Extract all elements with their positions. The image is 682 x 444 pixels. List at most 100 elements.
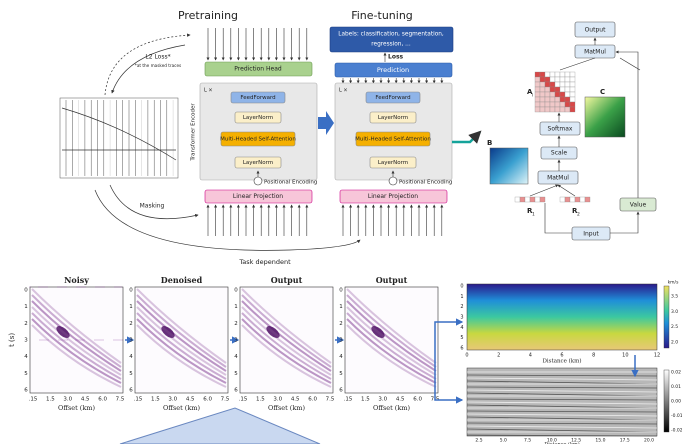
colorbar [664,370,669,432]
cell [550,107,555,112]
y-tick-label: 5 [129,371,133,377]
y-tick-label: 0 [24,288,28,294]
x-tick-label: 7.5 [326,397,335,403]
noise [42,286,43,287]
label: Value [630,202,647,209]
r-cell [540,197,545,202]
cell [570,77,575,82]
r-cell [575,197,580,202]
cell [555,92,560,97]
block-label: Multi-Headed Self-Attention [355,137,431,143]
cell [545,82,550,87]
y-tick-label: 6 [129,388,133,394]
x-tick-label: 6.0 [413,397,422,403]
noise [114,286,115,287]
x-tick-label: 1.5 [151,397,160,403]
cell [565,72,570,77]
noise [76,286,77,287]
cell [560,92,565,97]
cell [545,87,550,92]
block-label: FeedForward [375,95,410,101]
noise [63,286,64,287]
y-tick-label: 2 [460,304,463,310]
page: PretrainingFine-tuningPrediction HeadL ×… [0,0,682,444]
noise [115,339,116,340]
positional-icon [389,177,397,185]
colorbar-tick: 0.01 [671,384,681,390]
cell [535,102,540,107]
noise [80,286,81,287]
cell [550,87,555,92]
cell [535,82,540,87]
velocity-image [467,284,657,350]
r-cell [560,197,565,202]
y-tick-label: 3 [339,338,343,344]
task-label: Task dependent [238,258,291,266]
cell [570,82,575,87]
x-tick-label: 4.5 [291,397,300,403]
r-cell [570,197,575,202]
label: Softmax [548,126,573,133]
cell [550,97,555,102]
cell [555,97,560,102]
y-tick-label: 4 [24,354,28,360]
noise [79,339,80,340]
loss-arrow [112,45,185,93]
y-tick-label: 4 [129,354,133,360]
cell [570,92,575,97]
r-cell [515,197,520,202]
noise [95,286,96,287]
cell [565,77,570,82]
y-tick-label: 4 [339,354,343,360]
label: MatMul [584,49,606,56]
noise [118,286,119,287]
connector [530,185,558,196]
noise [41,339,42,340]
noise [120,286,121,287]
x-tick-label: 3.0 [63,397,72,403]
y-tick-label: 6 [460,346,463,352]
noise [66,339,67,340]
cell [545,77,550,82]
y-tick-label: 0 [339,288,343,294]
x-tick-label: 4.5 [186,397,195,403]
connector [620,58,640,70]
label: Scale [551,150,567,157]
block-label: Linear Projection [368,193,418,200]
cell [550,77,555,82]
y-axis-label: t (s) [8,333,16,347]
label: Input [583,231,599,238]
cell [545,107,550,112]
noise [101,286,102,287]
cell [545,92,550,97]
x-tick-label: 17.5 [620,438,630,444]
x-tick-label: 4.5 [81,397,90,403]
noise [65,286,66,287]
cell [560,107,565,112]
cell [550,102,555,107]
x-tick-label: 7.5 [524,438,531,444]
x-tick-label: 20.0 [644,438,654,444]
noise [78,286,79,287]
cell [560,77,565,82]
noise [40,286,41,287]
y-tick-label: 1 [339,304,343,310]
panel-title: Noisy [64,275,89,285]
y-tick-label: 1 [24,304,28,310]
cell [535,77,540,82]
y-tick-label: 0 [460,284,463,290]
noise [119,339,120,340]
cell [565,87,570,92]
x-tick-label: 15.0 [595,438,605,444]
x-tick-label: .15 [134,397,143,403]
x-tick-label: 1.5 [256,397,265,403]
connector [560,58,595,70]
y-tick-label: 3 [24,338,28,344]
noise [64,339,65,340]
cell [560,87,565,92]
x-tick-label: 0 [465,353,468,359]
noise [58,339,59,340]
x-axis-label: Offset (km) [58,404,95,412]
y-tick-label: 0 [129,288,133,294]
noise [47,339,48,340]
